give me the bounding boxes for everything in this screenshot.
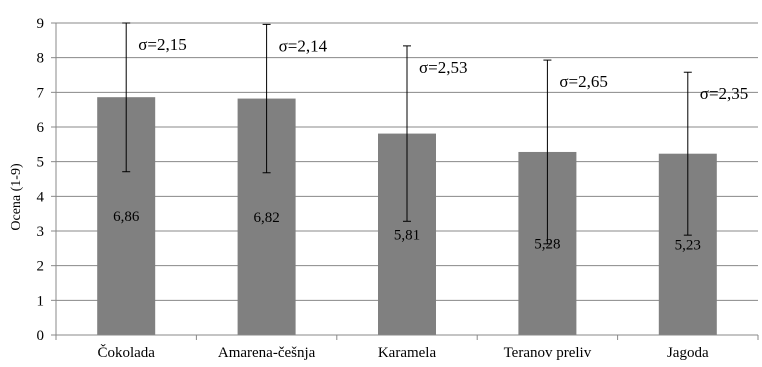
sigma-label: σ=2,53 <box>419 58 468 77</box>
y-tick-label: 7 <box>37 85 45 101</box>
y-axis-title: Ocena (1-9) <box>9 163 24 231</box>
sigma-label: σ=2,65 <box>559 72 608 91</box>
y-tick-label: 1 <box>37 293 45 309</box>
category-label: Čokolada <box>97 344 155 361</box>
sigma-label: σ=2,14 <box>279 36 328 55</box>
category-label: Jagoda <box>667 345 709 361</box>
y-tick-label: 9 <box>37 16 45 32</box>
y-tick-label: 8 <box>37 51 45 67</box>
y-tick-label: 0 <box>37 328 45 344</box>
axes <box>51 22 759 340</box>
category-label: Teranov preliv <box>504 345 592 361</box>
error-bars <box>122 22 692 245</box>
value-label: 5,28 <box>534 236 560 252</box>
y-tick-label: 4 <box>37 189 45 205</box>
sigma-label: σ=2,15 <box>138 35 187 54</box>
y-tick-label: 6 <box>37 120 45 136</box>
value-label: 5,81 <box>394 227 420 243</box>
y-tick-label: 5 <box>37 155 45 171</box>
value-label: 6,82 <box>253 210 279 226</box>
value-label: 5,23 <box>675 237 701 253</box>
y-tick-label: 3 <box>37 224 45 240</box>
category-label: Amarena-češnja <box>218 345 316 361</box>
sigma-label: σ=2,35 <box>700 84 749 103</box>
y-tick-label: 2 <box>37 259 45 275</box>
category-label: Karamela <box>378 345 437 361</box>
value-label: 6,86 <box>113 209 140 225</box>
labels: 0 1 2 3 4 5 6 7 8 9 6,86 σ=2,15 Čokolada 6,82 σ=2,14 Am… <box>37 16 749 361</box>
